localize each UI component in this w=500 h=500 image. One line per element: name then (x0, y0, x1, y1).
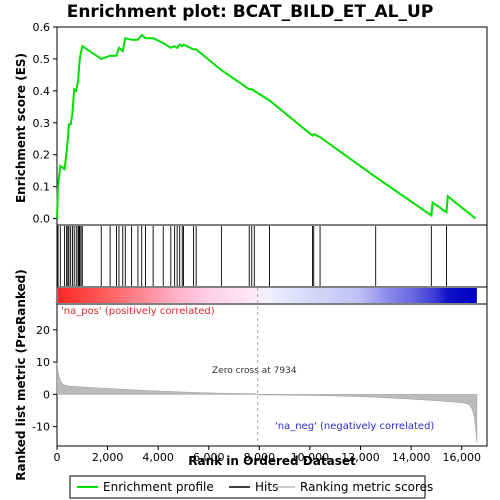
metric-panel: -10 0 10 20 0 2,000 4,000 6,000 8,000 10,000 12,0… (14, 269, 488, 481)
zero-cross-label: Zero cross at 7934 (212, 366, 297, 376)
hits-panel (56, 224, 488, 288)
heatmap-bar (58, 288, 477, 303)
x-tick-label: 6,000 (193, 451, 225, 464)
rank-heatmap (56, 286, 488, 305)
plot-title: Enrichment plot: BCAT_BILD_ET_AL_UP (67, 2, 434, 22)
es-panel: 0.0 0.1 0.2 0.3 0.4 0.5 0.6 Enrichment score (… (14, 21, 488, 226)
neg-correlated-label: 'na_neg' (negatively correlated) (275, 421, 434, 432)
x-axis-label: Rank in Ordered Dataset (188, 454, 356, 468)
pos-correlated-label: 'na_pos' (positively correlated) (61, 306, 215, 317)
es-y-tick-label: 0.2 (33, 149, 51, 162)
legend-hits-label: Hits (255, 480, 278, 494)
es-y-tick-label: 0.0 (33, 213, 51, 226)
x-tick-label: 14,000 (392, 451, 431, 464)
es-y-axis: 0.0 0.1 0.2 0.3 0.4 0.5 0.6 (33, 21, 57, 226)
metric-y-axis-label: Ranked list metric (PreRanked) (14, 269, 28, 481)
x-tick-label: 0 (54, 451, 61, 464)
metric-y-tick-label: 10 (36, 356, 50, 369)
x-tick-label: 2,000 (92, 451, 124, 464)
x-tick-label: 10,000 (291, 451, 330, 464)
es-panel-frame (56, 26, 488, 226)
es-y-axis-label: Enrichment score (ES) (14, 53, 28, 203)
x-axis: 0 2,000 4,000 6,000 8,000 10,000 12,000 14,000 1… (54, 446, 481, 464)
es-y-tick-label: 0.5 (33, 53, 51, 66)
legend: Enrichment profile Hits Ranking metric s… (69, 475, 433, 499)
x-tick-label: 8,000 (244, 451, 276, 464)
legend-es-label: Enrichment profile (103, 480, 214, 494)
x-tick-label: 16,000 (442, 451, 481, 464)
es-y-tick-label: 0.6 (33, 21, 51, 34)
x-tick-label: 12,000 (341, 451, 380, 464)
ranking-metric-area (56, 362, 478, 443)
metric-y-axis: -10 0 10 20 (32, 324, 57, 434)
metric-y-tick-label: 20 (36, 324, 50, 337)
hits-panel-frame (56, 224, 488, 288)
hit-markers (57, 226, 447, 286)
legend-metric-label: Ranking metric scores (300, 480, 433, 494)
enrichment-profile-line (56, 33, 477, 220)
metric-y-tick-label: 0 (43, 388, 50, 401)
es-y-tick-label: 0.4 (33, 85, 51, 98)
metric-y-tick-label: -10 (32, 421, 50, 434)
es-y-tick-label: 0.1 (33, 181, 51, 194)
x-tick-label: 4,000 (142, 451, 174, 464)
es-y-tick-label: 0.3 (33, 117, 51, 130)
